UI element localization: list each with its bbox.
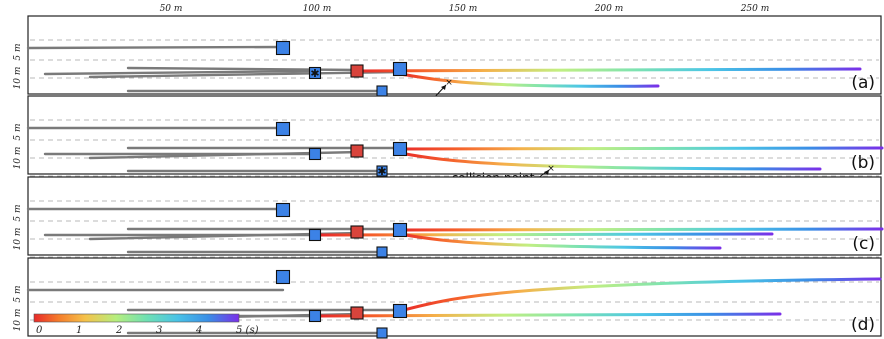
collision-marker: × — [445, 78, 453, 88]
x-tick-label: 250 m — [740, 4, 770, 14]
ego-vehicle — [350, 225, 364, 239]
colorbar-tick-label: 1 — [76, 325, 82, 336]
ego-vehicle — [350, 144, 364, 158]
panel-frame — [27, 176, 882, 256]
colorbar-ticks: 0 1 2 3 4 5 (s) — [36, 325, 259, 336]
y-tick-label: 10 m — [13, 67, 23, 90]
annotation-arrowhead — [441, 85, 446, 90]
colorbar-tick-label: 4 — [195, 325, 202, 336]
panel-d: 5 m 10 m (d) — [13, 257, 882, 339]
y-tick-label: 5 m — [13, 123, 23, 140]
history-track — [126, 66, 362, 72]
vehicle-top — [275, 40, 291, 56]
colorbar-tick-label: 2 — [115, 325, 122, 336]
panels: 5 m10 m✱×collision point(a)5 m10 m✱×coll… — [13, 15, 884, 339]
y-tick-label: 10 m — [13, 147, 23, 170]
panel-label: (b) — [851, 153, 875, 173]
vehicle-left — [308, 309, 322, 323]
panel-frame — [27, 95, 882, 175]
predicted-trajectory — [398, 146, 884, 151]
vehicle-flagged — [376, 165, 388, 177]
collision-marker: × — [547, 164, 555, 174]
ego-vehicle — [350, 64, 364, 78]
vehicle-top — [275, 202, 291, 218]
panel-label: (a) — [851, 73, 875, 93]
panel-frame — [27, 257, 882, 337]
predicted-trajectory — [398, 227, 884, 232]
vehicle-top — [275, 121, 291, 137]
vehicle-left — [308, 228, 322, 242]
y-tick-label: 5 m — [13, 204, 23, 221]
panel-label: (d) — [851, 315, 875, 335]
y-tick-label: 10 m — [13, 228, 23, 251]
panel-c: 5 m 10 m (c) — [13, 176, 884, 258]
colorbar-tick-label: 0 — [36, 325, 43, 336]
x-tick-label: 50 m — [160, 4, 183, 14]
history-track — [26, 45, 285, 50]
x-tick-label: 150 m — [449, 4, 478, 14]
ego-vehicle — [350, 306, 364, 320]
vehicle-merging — [392, 141, 408, 157]
predicted-trajectory — [318, 232, 774, 237]
vehicle-merging — [392, 222, 408, 238]
colorbar-tick-label: 5 (s) — [236, 325, 259, 336]
panel-label: (c) — [852, 234, 875, 254]
vehicle-bottom — [376, 327, 388, 339]
y-tick-label: 10 m — [13, 309, 23, 332]
flagged-marker: ✱ — [377, 165, 386, 178]
vehicle-merging — [392, 303, 408, 319]
vehicle-left — [308, 147, 322, 161]
history-track — [43, 69, 317, 76]
y-tick-label: 5 m — [13, 43, 23, 60]
y-tick-label: 5 m — [13, 285, 23, 302]
x-tick-label: 100 m — [303, 4, 332, 14]
panel-a: 5 m10 m✱×collision point(a) — [13, 15, 884, 109]
predicted-trajectory — [398, 232, 722, 250]
colorbar-tick-label: 3 — [156, 325, 162, 336]
predicted-trajectory — [398, 72, 660, 88]
vehicle-top — [275, 269, 291, 285]
x-tick-label: 200 m — [594, 4, 624, 14]
panel-b: 5 m10 m✱×collision point(b) — [13, 95, 884, 185]
predicted-trajectory — [398, 151, 822, 171]
colorbar-bar — [33, 313, 240, 323]
annotation-arrowhead — [544, 170, 549, 175]
flagged-marker: ✱ — [310, 67, 319, 80]
vehicle-merging — [392, 61, 408, 77]
predicted-trajectory — [398, 277, 882, 313]
x-axis-ticks: 50 m 100 m 150 m 200 m 250 m — [160, 4, 770, 14]
vehicle-flagged — [308, 66, 322, 80]
vehicle-bottom — [376, 246, 388, 258]
time-colorbar: 0 1 2 3 4 5 (s) — [33, 313, 259, 336]
